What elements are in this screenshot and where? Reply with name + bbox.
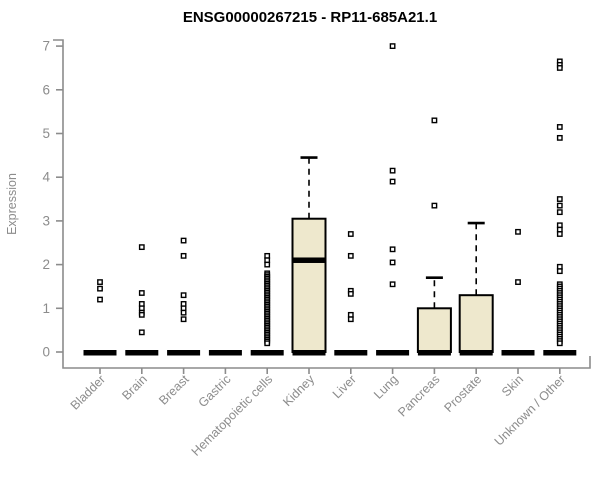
box-group-lung [376, 43, 410, 356]
box-group-prostate [458, 221, 494, 356]
y-tick-label: 3 [42, 213, 50, 228]
chart-title: ENSG00000267215 - RP11-685A21.1 [183, 9, 437, 26]
outlier-point [556, 196, 563, 202]
outlier-point [515, 228, 521, 235]
outlier-point [431, 202, 438, 209]
zero-median-bar [459, 350, 493, 356]
y-tick-label: 7 [42, 39, 50, 54]
box-group-unknown-other [543, 58, 577, 356]
median-bar [292, 257, 326, 263]
x-category-label: Unknown / Other [492, 372, 568, 448]
box-group-hematopoietic-cells [250, 252, 284, 356]
zero-median-bar [83, 350, 117, 356]
outlier-point [180, 292, 187, 299]
x-category-label: Pancreas [395, 372, 442, 419]
outlier-point [264, 340, 271, 347]
zero-median-bar [167, 350, 201, 356]
zero-median-bar [250, 350, 284, 356]
zero-median-bar [208, 350, 242, 356]
outlier-point [556, 340, 563, 347]
y-tick-label: 2 [42, 257, 50, 272]
box-group-pancreas [416, 117, 452, 356]
axis-frame [53, 39, 591, 369]
box-group-skin [501, 228, 535, 356]
outlier-point [556, 209, 563, 216]
x-category-label: Liver [330, 372, 359, 401]
outlier-point [138, 311, 145, 318]
zero-median-bar [543, 350, 577, 356]
box-group-breast [167, 237, 201, 356]
outlier-point [138, 244, 145, 251]
y-tick-label: 5 [42, 126, 50, 141]
y-tick-label: 4 [42, 170, 50, 185]
zero-median-bar [501, 350, 535, 356]
x-category-label: Breast [156, 372, 192, 408]
outlier-point [97, 285, 103, 292]
x-category-label: Kidney [280, 372, 317, 409]
outlier-point [556, 231, 563, 237]
outlier-point [347, 290, 354, 297]
x-category-label: Skin [499, 372, 526, 399]
outlier-point [180, 309, 187, 316]
outlier-point [347, 231, 354, 237]
zero-median-bar [417, 350, 451, 356]
zero-median-bar [376, 350, 410, 356]
x-category-label: Lung [371, 372, 401, 402]
box-body [458, 294, 494, 354]
outlier-point [389, 281, 396, 288]
y-tick-label: 0 [42, 345, 50, 360]
zero-median-bar [334, 350, 368, 356]
outlier-point [556, 65, 563, 71]
outlier-point [180, 316, 187, 323]
outlier-point [389, 167, 396, 174]
x-category-label: Hematopoietic cells [189, 372, 276, 459]
outlier-point [180, 237, 187, 244]
outlier-point [389, 178, 396, 185]
zero-median-bar [292, 350, 326, 356]
outlier-point [138, 329, 145, 336]
box-group-gastric [208, 350, 242, 356]
x-category-label: Prostate [441, 372, 484, 415]
box-body [291, 217, 327, 353]
outlier-point [138, 290, 145, 296]
x-category-label: Gastric [196, 372, 234, 410]
outlier-point [556, 134, 563, 141]
outlier-point [515, 279, 521, 285]
outlier-point [264, 261, 271, 268]
box-group-kidney [291, 156, 327, 356]
outlier-point [389, 246, 396, 253]
y-axis-title: Expression [5, 173, 19, 235]
x-category-label: Bladder [68, 372, 108, 412]
box-body [416, 307, 452, 353]
outlier-point [97, 296, 103, 303]
outlier-point [347, 252, 354, 259]
outlier-point [556, 268, 563, 275]
outlier-point [556, 124, 563, 130]
outlier-point [347, 316, 354, 323]
zero-median-bar [125, 350, 159, 356]
box-group-bladder [83, 279, 117, 356]
boxplot-series [83, 43, 577, 356]
box-group-liver [334, 231, 368, 356]
box-group-brain [125, 244, 159, 356]
y-tick-label: 6 [42, 82, 50, 97]
outlier-point [556, 202, 563, 209]
outlier-point [97, 279, 103, 285]
outlier-point [431, 117, 438, 124]
y-tick-label: 1 [42, 301, 50, 316]
outlier-point [180, 252, 187, 259]
x-category-label: Brain [119, 372, 150, 403]
outlier-point [389, 259, 396, 266]
outlier-point [389, 43, 396, 50]
